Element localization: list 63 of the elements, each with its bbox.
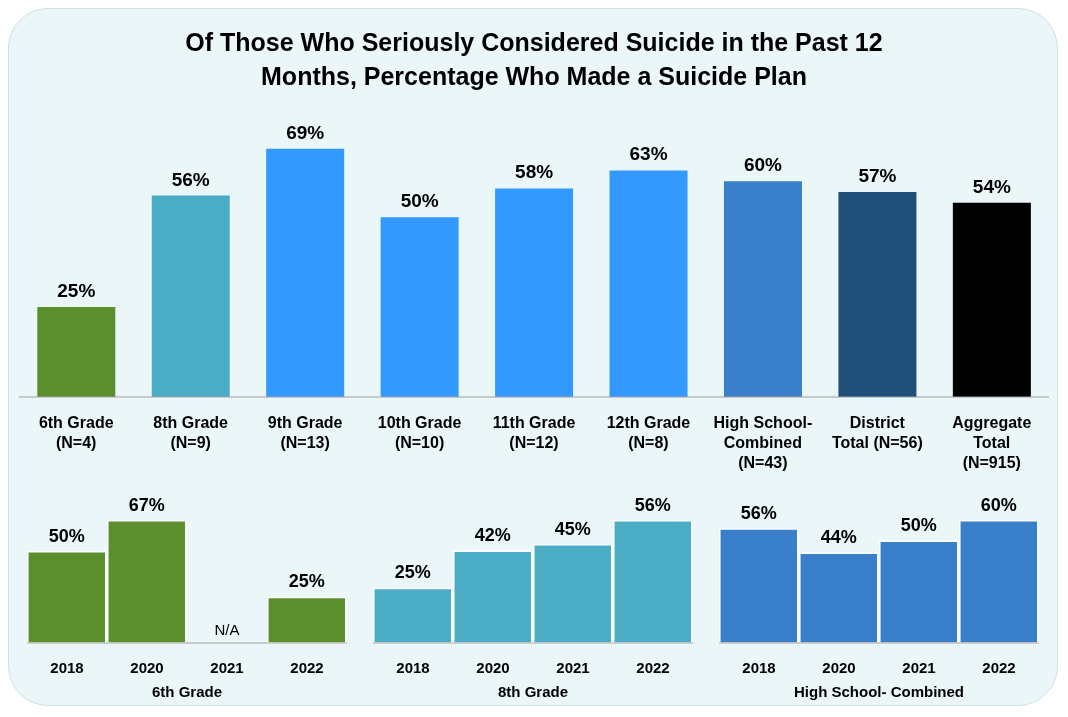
x-tick-label: 8th Grade (N=9) [153, 413, 229, 451]
data-label: 60% [743, 154, 783, 176]
data-label: 60% [980, 494, 1017, 515]
bar [151, 195, 230, 397]
x-tick-label: 2020 [822, 659, 856, 676]
x-tick-label: 2020 [476, 659, 510, 676]
bar [879, 540, 959, 644]
x-tick-label: 2022 [290, 659, 324, 676]
data-label: 58% [515, 161, 554, 183]
bar [723, 181, 802, 397]
bar [453, 550, 533, 644]
data-label: 63% [629, 143, 668, 165]
data-label: 42% [474, 525, 511, 546]
x-axis-title: 8th Grade [497, 683, 569, 700]
data-label: 56% [740, 502, 777, 523]
data-label: 45% [554, 518, 591, 539]
bar [495, 188, 574, 397]
bar [838, 192, 917, 397]
x-tick-label: 2018 [742, 659, 776, 676]
chart-title: Of Those Who Seriously Considered Suicide in the Past 12 Months, Percentage Who Made a Suicide Plan [184, 27, 884, 92]
bar [266, 148, 345, 397]
x-tick-label: 2018 [396, 659, 430, 676]
x-tick-label: 2020 [130, 659, 164, 676]
data-label: 50% [48, 525, 85, 546]
bar [533, 544, 613, 644]
bar [959, 520, 1039, 644]
bar [373, 587, 453, 644]
x-tick-label: Aggregate Total (N=915) [952, 413, 1032, 471]
bar [613, 520, 693, 644]
data-label: 50% [400, 190, 439, 212]
x-tick-label: 6th Grade (N=4) [38, 413, 114, 451]
data-label: 67% [128, 494, 165, 515]
x-tick-label: 2021 [210, 659, 244, 676]
data-label: 25% [394, 562, 431, 583]
text: N/A [214, 621, 240, 638]
x-tick-label: 11th Grade (N=12) [492, 413, 576, 451]
data-label: 44% [820, 527, 857, 548]
data-label: 57% [858, 165, 897, 187]
data-label: 56% [634, 494, 671, 515]
x-tick-label: 9th Grade (N=13) [267, 413, 343, 451]
bar [380, 217, 459, 397]
x-tick-label: 2021 [556, 659, 590, 676]
data-label: 56% [171, 168, 210, 190]
data-label: 69% [286, 121, 325, 143]
x-tick-label: 2021 [902, 659, 936, 676]
data-label: 25% [288, 571, 325, 592]
x-tick-label: District Total (N=56) [831, 413, 923, 451]
data-label: 54% [972, 175, 1011, 197]
bar [952, 202, 1031, 397]
bar [37, 307, 116, 397]
data-label: 50% [900, 515, 937, 536]
x-axis-title: High School- Combined [794, 683, 964, 700]
x-tick-label: 10th Grade (N=10) [377, 413, 462, 451]
x-tick-label: 2018 [50, 659, 84, 676]
data-label: 25% [57, 280, 96, 302]
x-tick-label: 2022 [636, 659, 670, 676]
bar [719, 528, 799, 644]
x-tick-label: 12th Grade (N=8) [606, 413, 691, 451]
bar [799, 552, 879, 644]
x-tick-label: High School-Combined (N=43) [713, 413, 813, 471]
x-axis-title: 6th Grade [151, 683, 223, 700]
x-tick-label: 2022 [982, 659, 1016, 676]
bar [609, 170, 688, 397]
